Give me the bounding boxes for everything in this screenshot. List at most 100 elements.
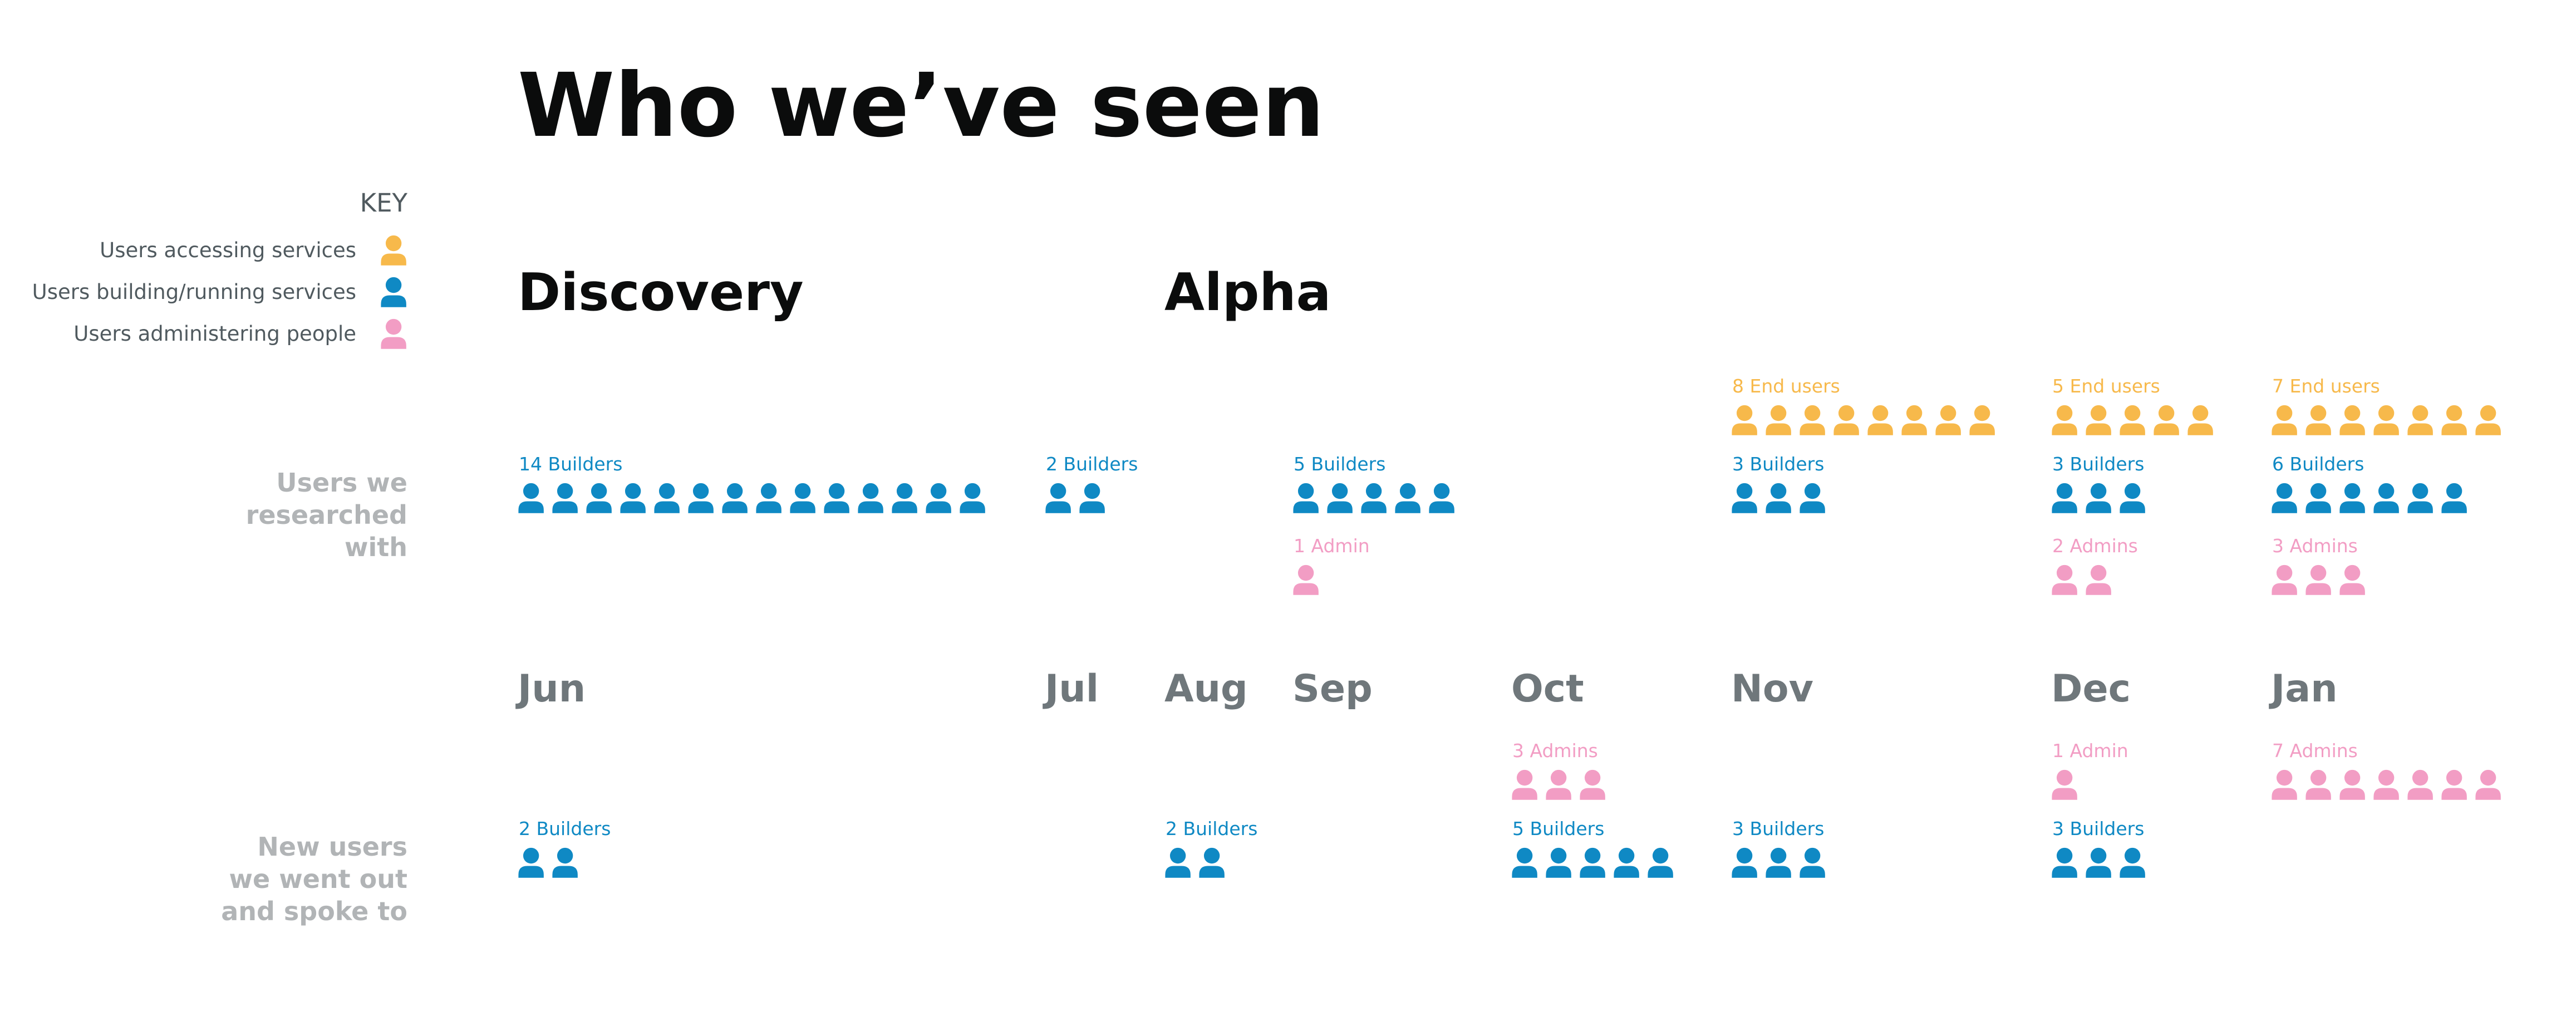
new_users-builder-person-icon: [1199, 847, 1225, 878]
researched-builder-person-icon: [2339, 483, 2365, 513]
researched-builder-person-icon: [1766, 483, 1791, 513]
researched-end-person-icon: [2052, 405, 2077, 435]
researched-end-person-icon: [1766, 405, 1791, 435]
researched-builder-person-icon: [586, 483, 612, 513]
month-oct: Oct: [1511, 667, 1584, 711]
researched-builder-person-icon: [2305, 483, 2331, 513]
researched-admin-person-icon: [2052, 564, 2077, 595]
phase-discovery: Discovery: [518, 262, 804, 322]
new_users-builder-person-icon: [1580, 847, 1605, 878]
new_users-nov-builder-label: 3 Builders: [1732, 818, 1825, 839]
researched-builder-person-icon: [824, 483, 849, 513]
phase-alpha: Alpha: [1164, 262, 1331, 322]
row-label-new-users: New users we went out and spoke to: [167, 831, 407, 927]
new_users-admin-person-icon: [1512, 769, 1537, 800]
row-label-researched: Users we researched with: [167, 467, 407, 563]
researched-jan-builder-label: 6 Builders: [2272, 453, 2364, 475]
month-jan: Jan: [2271, 667, 2338, 711]
researched-end-person-icon: [1833, 405, 1859, 435]
key-end-person-icon: [381, 235, 406, 266]
researched-builder-person-icon: [722, 483, 748, 513]
key-label-admins: Users administering people: [73, 322, 356, 346]
researched-jul-builder-label: 2 Builders: [1046, 453, 1138, 475]
row-label-new-users-line-1: New users: [257, 832, 407, 862]
new_users-builder-person-icon: [552, 847, 578, 878]
key-admin-person-icon: [381, 318, 406, 349]
researched-builder-person-icon: [892, 483, 917, 513]
new_users-oct-admin-label: 3 Admins: [1512, 740, 1598, 762]
researched-builder-person-icon: [1732, 483, 1757, 513]
researched-end-person-icon: [1969, 405, 1995, 435]
key-label-end-users: Users accessing services: [100, 238, 356, 262]
row-label-researched-line-2: researched: [245, 500, 407, 530]
researched-builder-person-icon: [858, 483, 883, 513]
row-label-researched-line-1: Users we: [276, 468, 407, 498]
researched-jan-admin-label: 3 Admins: [2272, 535, 2358, 557]
researched-end-person-icon: [1901, 405, 1927, 435]
new_users-builder-person-icon: [1800, 847, 1825, 878]
new_users-jan-admin-label: 7 Admins: [2272, 740, 2358, 762]
researched-builder-person-icon: [1429, 483, 1454, 513]
new_users-builder-person-icon: [518, 847, 544, 878]
new_users-builder-person-icon: [1648, 847, 1673, 878]
researched-end-person-icon: [2086, 405, 2111, 435]
new_users-admin-person-icon: [2475, 769, 2501, 800]
researched-end-person-icon: [2475, 405, 2501, 435]
researched-admin-person-icon: [2339, 564, 2365, 595]
month-jun: Jun: [518, 667, 586, 711]
new_users-builder-person-icon: [2052, 847, 2077, 878]
researched-end-person-icon: [1800, 405, 1825, 435]
researched-builder-person-icon: [2373, 483, 2399, 513]
researched-dec-admin-label: 2 Admins: [2052, 535, 2138, 557]
researched-builder-person-icon: [1327, 483, 1353, 513]
researched-admin-person-icon: [1293, 564, 1319, 595]
researched-builder-person-icon: [688, 483, 714, 513]
new_users-jun-builder-label: 2 Builders: [519, 818, 611, 839]
new_users-admin-person-icon: [2339, 769, 2365, 800]
researched-builder-person-icon: [654, 483, 680, 513]
row-label-new-users-line-3: and spoke to: [221, 896, 407, 926]
researched-builder-person-icon: [1293, 483, 1319, 513]
researched-builder-person-icon: [2272, 483, 2297, 513]
researched-builder-person-icon: [2407, 483, 2433, 513]
researched-builder-person-icon: [1045, 483, 1071, 513]
new_users-builder-person-icon: [1732, 847, 1757, 878]
researched-builder-person-icon: [1395, 483, 1420, 513]
new_users-oct-builder-label: 5 Builders: [1512, 818, 1605, 839]
researched-builder-person-icon: [2052, 483, 2077, 513]
researched-dec-builder-label: 3 Builders: [2052, 453, 2145, 475]
researched-end-person-icon: [2339, 405, 2365, 435]
row-label-researched-line-3: with: [344, 532, 407, 562]
researched-sep-admin-label: 1 Admin: [1294, 535, 1370, 557]
researched-dec-end-label: 5 End users: [2052, 375, 2160, 397]
researched-builder-person-icon: [1079, 483, 1105, 513]
new_users-admin-person-icon: [2373, 769, 2399, 800]
new_users-admin-person-icon: [2407, 769, 2433, 800]
researched-admin-person-icon: [2305, 564, 2331, 595]
new_users-builder-person-icon: [1614, 847, 1639, 878]
researched-sep-builder-label: 5 Builders: [1294, 453, 1386, 475]
key-heading: KEY: [360, 188, 407, 218]
researched-builder-person-icon: [552, 483, 578, 513]
new_users-builder-person-icon: [2120, 847, 2145, 878]
researched-end-person-icon: [2272, 405, 2297, 435]
month-aug: Aug: [1164, 667, 1248, 711]
researched-builder-person-icon: [620, 483, 646, 513]
researched-builder-person-icon: [2120, 483, 2145, 513]
new_users-dec-builder-label: 3 Builders: [2052, 818, 2145, 839]
key-label-builders: Users building/running services: [32, 280, 356, 304]
new_users-admin-person-icon: [2052, 769, 2077, 800]
researched-builder-person-icon: [2441, 483, 2467, 513]
researched-end-person-icon: [2187, 405, 2213, 435]
researched-nov-end-label: 8 End users: [1732, 375, 1840, 397]
page-title: Who we’ve seen: [518, 55, 1325, 157]
month-nov: Nov: [1731, 667, 1813, 711]
researched-end-person-icon: [2441, 405, 2467, 435]
new_users-admin-person-icon: [2441, 769, 2467, 800]
researched-builder-person-icon: [1361, 483, 1387, 513]
researched-builder-person-icon: [790, 483, 815, 513]
researched-end-person-icon: [2373, 405, 2399, 435]
researched-admin-person-icon: [2086, 564, 2111, 595]
new_users-admin-person-icon: [2305, 769, 2331, 800]
